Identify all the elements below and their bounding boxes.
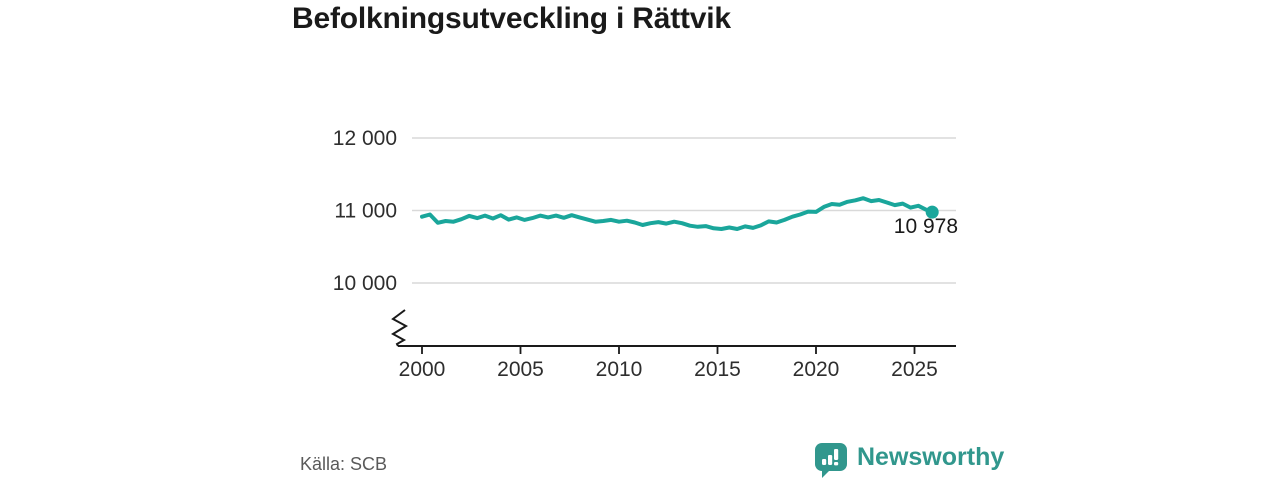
newsworthy-logo: Newsworthy: [814, 442, 1004, 478]
latest-value-marker: [925, 205, 939, 219]
x-axis-tick-label: 2000: [399, 358, 446, 381]
x-axis-tick-label: 2025: [891, 358, 938, 381]
population-series-line: [420, 196, 935, 231]
x-axis-tick-label: 2020: [793, 358, 840, 381]
axis-break-icon: [391, 309, 409, 347]
y-axis-tick-label: 11 000: [334, 200, 397, 223]
x-axis-tick-label: 2015: [694, 358, 741, 381]
y-axis-tick-label: 12 000: [333, 127, 397, 150]
bar-chart-speech-bubble-icon: [815, 443, 847, 478]
source-caption: Källa: SCB: [300, 454, 388, 474]
y-axis-tick-label: 10 000: [333, 272, 397, 295]
chart-title: Befolkningsutveckling i Rättvik: [292, 2, 731, 35]
x-axis-tick-label: 2010: [596, 358, 643, 381]
brand-name: Newsworthy: [857, 443, 1005, 471]
latest-value-label: 10 978: [894, 215, 958, 238]
x-axis-tick-label: 2005: [497, 358, 544, 381]
